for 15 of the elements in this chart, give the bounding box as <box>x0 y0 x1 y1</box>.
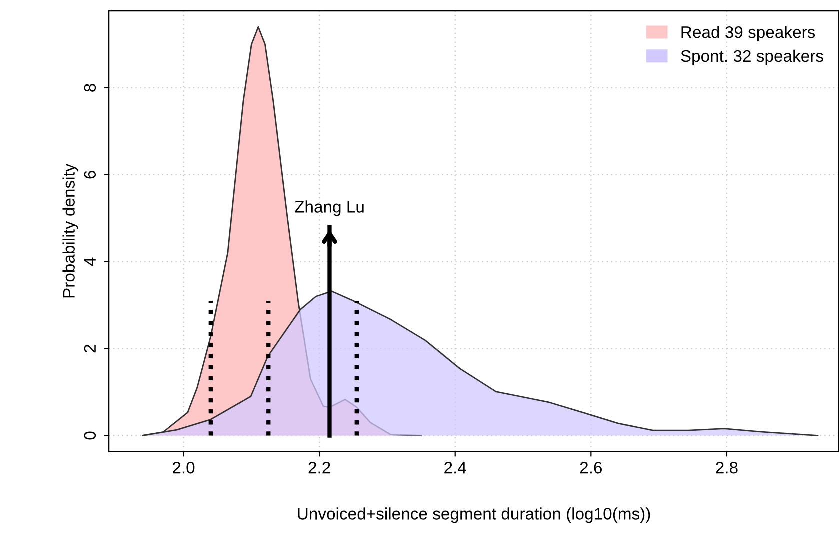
x-tick-label: 2.6 <box>580 462 602 474</box>
y-tick-label: 4 <box>84 258 96 266</box>
x-tick-label: 2.8 <box>716 462 738 474</box>
series-label: Zhang Lu <box>295 200 364 216</box>
x-tick-label: 2.4 <box>444 462 466 474</box>
x-tick-label: 2.2 <box>308 462 330 474</box>
y-tick-label: 0 <box>84 432 96 440</box>
y-tick-label: 2 <box>84 344 96 353</box>
x-axis-title: Unvoiced+silence segment duration (log10(ms)) <box>298 508 650 524</box>
legend-label: Read 39 speakers <box>682 26 816 42</box>
y-axis-title: Probability density <box>62 164 78 298</box>
y-tick-label: 6 <box>84 171 96 179</box>
legend-label: Spont. 32 speakers <box>681 50 824 66</box>
x-tick-label: 2.0 <box>173 462 195 474</box>
y-tick-label: 8 <box>84 84 96 92</box>
